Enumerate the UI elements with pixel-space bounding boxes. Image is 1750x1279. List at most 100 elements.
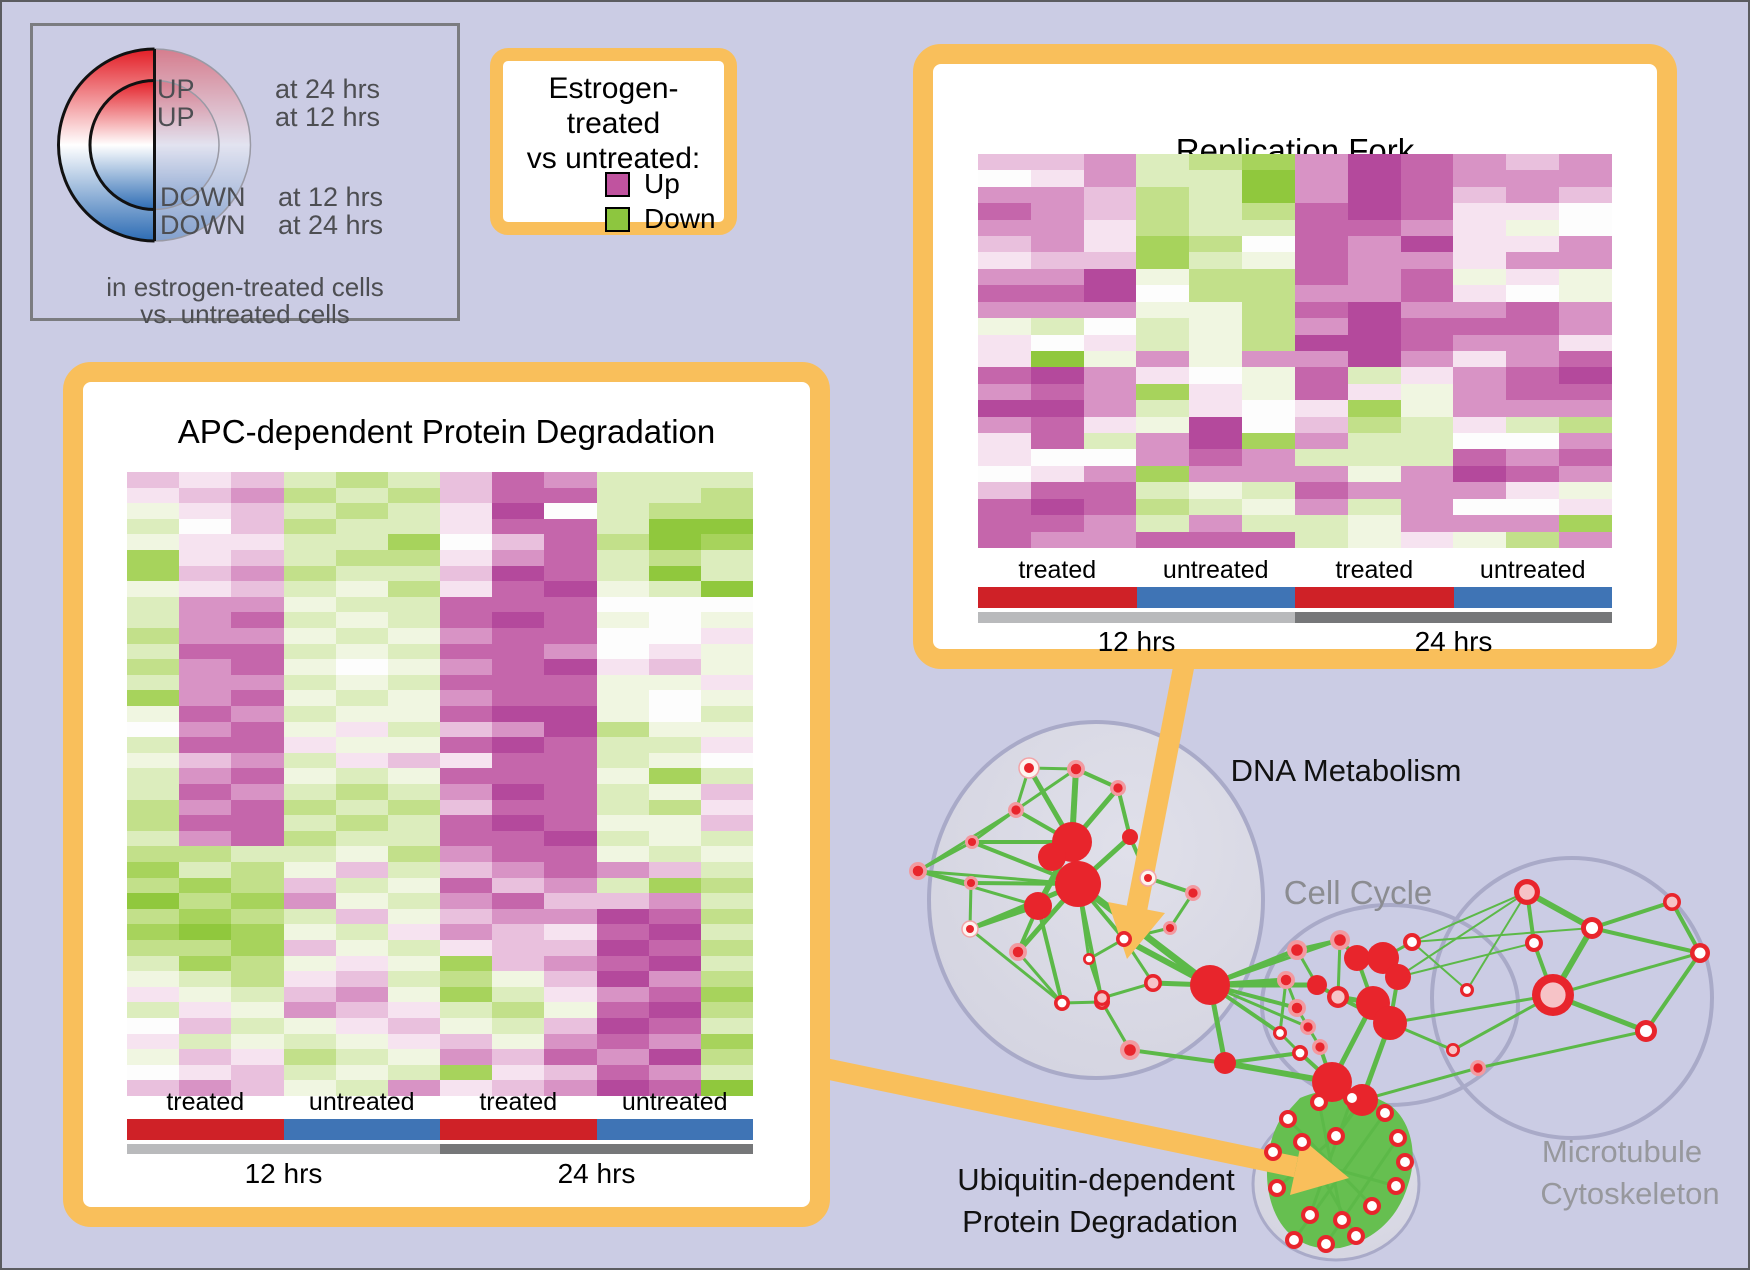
heatmap-cell xyxy=(335,565,388,582)
heatmap-cell xyxy=(492,1049,545,1065)
heatmap-cell xyxy=(387,596,440,613)
heatmap-cell xyxy=(492,706,545,722)
heatmap-cell xyxy=(596,706,649,722)
heatmap-cell xyxy=(440,628,493,644)
heatmap-cell xyxy=(1083,416,1137,434)
outer-left-arc xyxy=(57,47,155,243)
heatmap-cell xyxy=(283,799,336,816)
heatmap-cell xyxy=(648,721,701,738)
heatmap-cell xyxy=(596,986,649,1003)
heatmap-cell xyxy=(440,737,493,753)
heatmap-cell xyxy=(1453,531,1507,548)
heatmap-cell xyxy=(648,971,701,987)
heatmap-cell xyxy=(179,565,232,582)
heatmap-cell xyxy=(1242,498,1295,516)
heatmap-cell xyxy=(978,498,1031,516)
heatmap-cell xyxy=(1083,318,1137,335)
heatmap-cell xyxy=(440,706,493,722)
heatmap-cell xyxy=(335,628,388,644)
heatmap-cell xyxy=(492,893,545,909)
heatmap-cell xyxy=(440,550,493,566)
heatmap-cell xyxy=(544,674,597,691)
heatmap-cell xyxy=(1506,203,1560,220)
heatmap-cell xyxy=(1242,154,1295,171)
down-label: Down xyxy=(644,203,716,234)
heatmap-cell xyxy=(648,846,701,862)
updown-circle-graphic xyxy=(57,47,252,243)
heatmap-cell xyxy=(544,862,597,878)
heatmap-cell xyxy=(1136,515,1190,532)
heatmap-cell xyxy=(1559,383,1612,401)
heatmap-cell xyxy=(1189,285,1243,302)
heatmap-cell xyxy=(1294,465,1348,483)
heatmap-cell xyxy=(1030,219,1084,237)
heatmap-cell xyxy=(127,784,180,800)
heatmap-cell xyxy=(492,628,545,644)
heatmap-cell xyxy=(440,768,493,784)
heatmap-cell xyxy=(700,534,753,550)
heatmap-cell xyxy=(440,940,493,956)
heatmap-cell xyxy=(1136,400,1190,417)
heatmap-cell xyxy=(648,815,701,831)
heatmap-cell xyxy=(1347,498,1401,516)
heatmap-cell xyxy=(1347,367,1401,384)
heatmap-cell xyxy=(440,924,493,940)
heatmap-cell xyxy=(283,1018,336,1034)
heatmap-cell xyxy=(179,940,232,956)
rf-time-labels: 12 hrs 24 hrs xyxy=(1097,626,1493,657)
heatmap-cell xyxy=(231,862,284,878)
heatmap-cell xyxy=(335,924,388,940)
heatmap-cell xyxy=(1242,515,1295,532)
heatmap-cell xyxy=(231,830,284,847)
heatmap-cell xyxy=(179,628,232,644)
heatmap-cell xyxy=(440,721,493,738)
heatmap-cell xyxy=(179,1002,232,1018)
heatmap-cell xyxy=(978,301,1031,319)
heatmap-cell xyxy=(440,612,493,628)
heatmap-cell xyxy=(544,737,597,753)
heatmap-cell xyxy=(387,908,440,925)
heatmap-cell xyxy=(978,219,1031,237)
heatmap-cell xyxy=(492,986,545,1003)
heatmap-cell xyxy=(544,830,597,847)
heatmap-cell xyxy=(127,799,180,816)
heatmap-cell xyxy=(335,784,388,800)
heatmap-cell xyxy=(700,893,753,909)
heatmap-cell xyxy=(1136,498,1190,516)
heatmap-cell xyxy=(648,534,701,550)
heatmap-cell xyxy=(1242,383,1295,401)
heatmap-cell xyxy=(283,690,336,706)
heatmap-cell xyxy=(335,799,388,816)
heatmap-cell xyxy=(596,659,649,675)
heatmap-cell xyxy=(1136,236,1190,253)
heatmap-cell xyxy=(440,893,493,909)
heatmap-cell xyxy=(700,503,753,519)
heatmap-cell xyxy=(544,659,597,675)
heatmap-cell xyxy=(1083,154,1137,171)
heatmap-cell xyxy=(700,706,753,722)
heatmap-cell xyxy=(1506,285,1560,302)
heatmap-cell xyxy=(387,877,440,894)
heatmap-cell xyxy=(335,706,388,722)
heatmap-cell xyxy=(440,643,493,660)
heatmap-cell xyxy=(648,940,701,956)
cell-cycle-label: Cell Cycle xyxy=(1283,874,1433,911)
heatmap-cell xyxy=(283,706,336,722)
heatmap-cell xyxy=(440,799,493,816)
heatmap-cell xyxy=(1559,482,1612,499)
heatmap-cell xyxy=(1294,219,1348,237)
heatmap-cell xyxy=(544,721,597,738)
heatmap-cell xyxy=(648,472,701,488)
heatmap-cell xyxy=(648,1064,701,1081)
heatmap-cell xyxy=(648,737,701,753)
heatmap-cell xyxy=(700,628,753,644)
heatmap-cell xyxy=(596,581,649,597)
heatmap-cell xyxy=(1506,515,1560,532)
heatmap-cell xyxy=(335,971,388,987)
heatmap-cell xyxy=(1453,268,1507,286)
heatmap-cell xyxy=(440,534,493,550)
heatmap-cell xyxy=(700,674,753,691)
apc-heatmap xyxy=(127,472,753,1096)
heatmap-cell xyxy=(492,752,545,769)
heatmap-cell xyxy=(596,924,649,940)
